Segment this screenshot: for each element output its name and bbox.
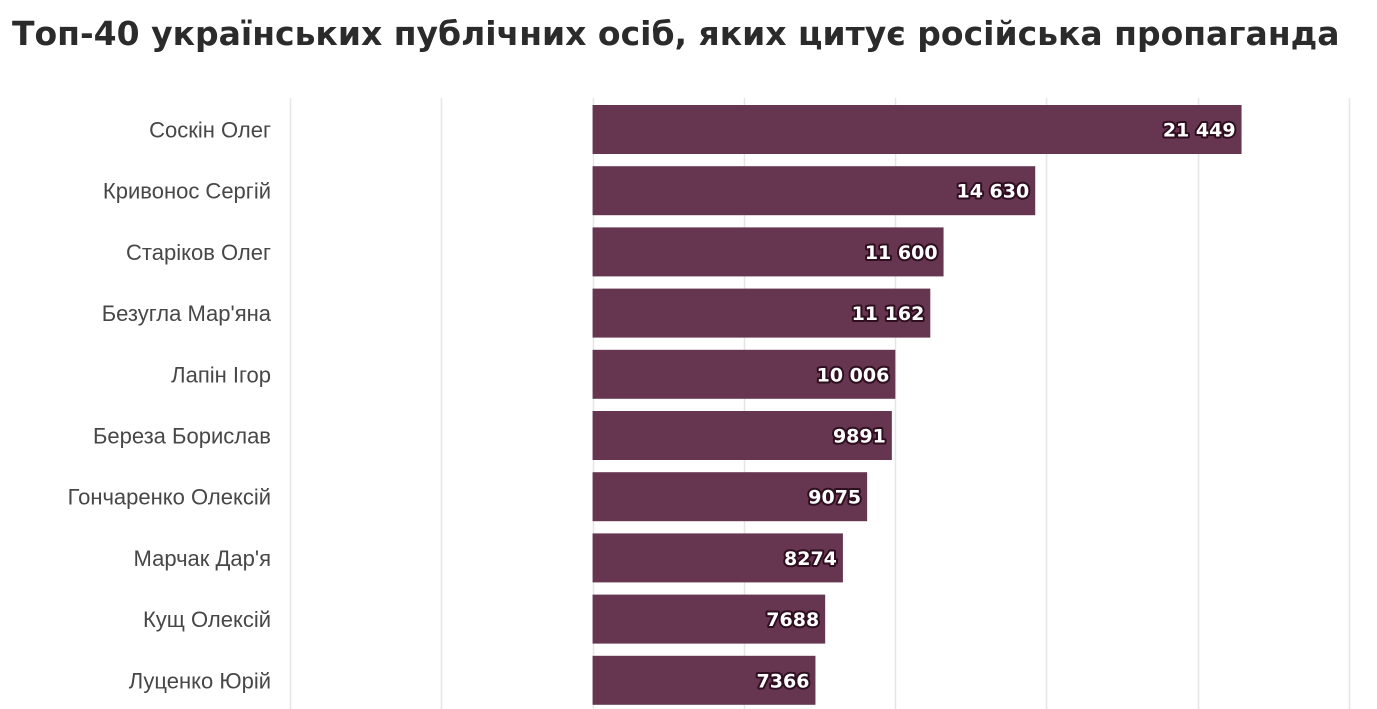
category-label: Береза Борислав xyxy=(93,424,271,449)
bar xyxy=(592,655,816,705)
value-label: 8274 xyxy=(784,548,837,570)
value-label: 10 006 xyxy=(817,364,890,386)
bar xyxy=(592,533,843,583)
bars xyxy=(592,105,1242,705)
value-label: 7688 xyxy=(766,609,819,631)
category-label: Гончаренко Олексій xyxy=(68,485,271,510)
value-labels: 21 449 14 630 11 600 11 162 10 006 9891 9075 82… xyxy=(755,118,1238,695)
value-label: 11 600 xyxy=(865,242,938,264)
bar xyxy=(592,472,868,522)
value-label: 9075 xyxy=(808,487,861,509)
bar xyxy=(592,594,826,644)
category-label: Безугла Мар'яна xyxy=(102,301,272,326)
category-label: Кущ Олексій xyxy=(143,607,271,632)
category-label: Лапін Ігор xyxy=(171,362,271,387)
category-label: Старіков Олег xyxy=(126,240,271,265)
category-label: Кривонос Сергій xyxy=(103,179,271,204)
bar xyxy=(592,166,1036,216)
category-labels: Соскін Олег Кривонос Сергій Старіков Олег Б… xyxy=(68,118,272,694)
bar xyxy=(592,105,1242,154)
value-label: 9891 xyxy=(833,426,886,448)
category-label: Луценко Юрій xyxy=(129,668,271,693)
chart-title: Топ-40 українських публічних осіб, яких … xyxy=(12,14,1340,53)
category-label: Соскін Олег xyxy=(149,118,271,143)
bar xyxy=(592,288,931,338)
bar xyxy=(592,349,896,399)
bar xyxy=(592,411,892,460)
value-label: 7366 xyxy=(757,670,810,692)
value-label: 14 630 xyxy=(957,181,1030,203)
category-label: Марчак Дар'я xyxy=(134,546,271,571)
value-label: 11 162 xyxy=(852,303,925,325)
bar xyxy=(592,227,944,277)
value-label: 21 449 xyxy=(1163,120,1236,142)
